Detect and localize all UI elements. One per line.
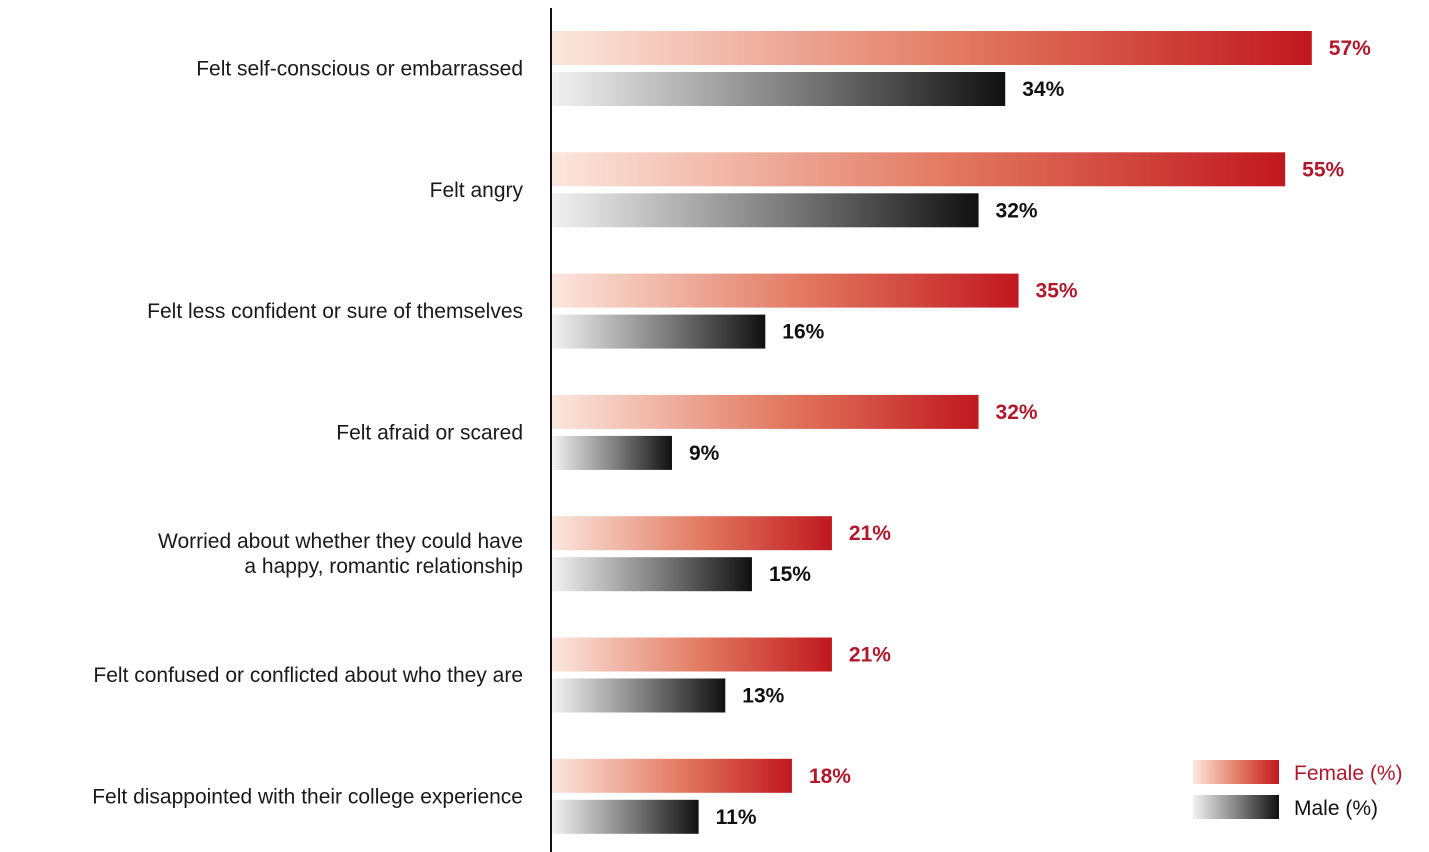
bar-male-5 [552,557,752,592]
bar-female-3 [552,273,1019,308]
bar-male-7 [552,799,699,834]
bar-male-4 [552,435,672,470]
value-label-female-7: 18% [809,765,851,788]
category-label-2: Felt angry [430,179,524,202]
category-label-7: Felt disappointed with their college exp… [92,785,523,808]
category-label-6: Felt confused or conflicted about who th… [93,664,523,687]
bar-female-7 [552,758,792,793]
category-label-3: Felt less confident or sure of themselve… [147,300,523,323]
bar-male-2 [552,193,979,228]
bar-male-6 [552,678,726,713]
legend-label-female: Female (%) [1294,762,1403,785]
bar-male-1 [552,72,1006,106]
category-label-1: Felt self-conscious or embarrassed [196,58,523,81]
category-label-4: Felt afraid or scared [336,421,523,444]
bar-female-4 [552,394,979,429]
category-label-5: Worried about whether they could have a h… [158,530,523,578]
value-label-male-1: 34% [1022,78,1064,101]
value-label-male-6: 13% [742,685,784,708]
category-labels: Felt self-conscious or embarrassed Felt a… [92,58,523,809]
value-label-female-5: 21% [849,522,891,545]
value-label-male-5: 15% [769,563,811,586]
legend-label-male: Male (%) [1294,797,1378,820]
value-label-male-7: 11% [716,806,757,829]
value-label-female-3: 35% [1036,280,1078,303]
bar-female-1 [552,31,1312,65]
legend-swatch-male [1193,795,1279,819]
value-label-female-2: 55% [1302,158,1344,181]
value-label-male-3: 16% [782,321,824,344]
legend: Female (%) Male (%) [1193,760,1403,820]
value-label-male-4: 9% [689,442,720,465]
legend-swatch-female [1193,760,1279,784]
value-label-female-1: 57% [1329,37,1371,60]
bars-layer: 57% 34% 55% 32% 35% 16% 32% 9% 21% 15% 21% 13% 18% 11… [552,31,1371,834]
bar-female-5 [552,516,832,551]
value-label-female-6: 21% [849,644,891,667]
value-label-female-4: 32% [996,401,1038,424]
bar-female-6 [552,637,832,672]
bar-female-2 [552,152,1286,187]
bar-male-3 [552,314,766,349]
value-label-male-2: 32% [996,199,1038,222]
